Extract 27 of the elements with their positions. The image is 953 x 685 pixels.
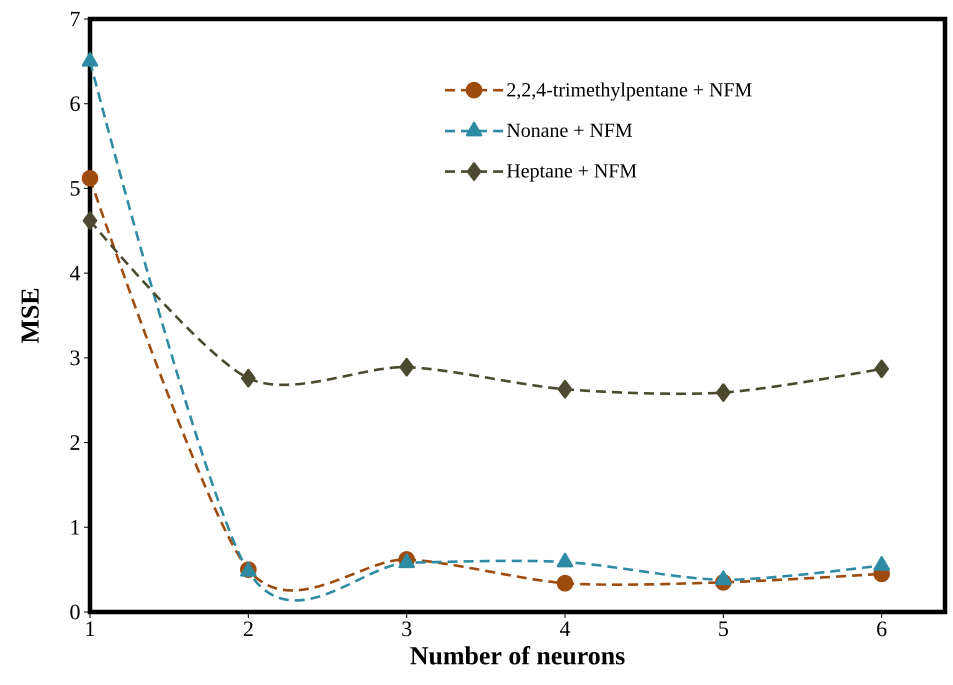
point <box>241 368 256 388</box>
x-tick-label: 5 <box>719 622 728 636</box>
y-tick-label: 1 <box>71 520 80 535</box>
y-axis-title: MSE <box>21 288 39 344</box>
y-tick-label: 5 <box>70 181 80 196</box>
legend-label: 2,2,4-trimethylpentane + NFM <box>507 82 752 101</box>
y-tick-label: 3 <box>70 350 80 366</box>
x-tick-label: 6 <box>877 622 887 636</box>
legend-label: Heptane + NFM <box>506 164 636 182</box>
y-tick-label: 2 <box>70 435 80 450</box>
x-tick-label: 4 <box>560 622 570 636</box>
y-tick-label: 7 <box>70 12 80 26</box>
y-tick-label: 6 <box>70 96 80 112</box>
point <box>716 383 731 402</box>
point <box>82 211 98 230</box>
point <box>556 574 574 592</box>
x-axis-title: Number of neurons <box>410 646 625 665</box>
point <box>874 360 889 378</box>
point <box>558 380 572 399</box>
point <box>399 358 414 376</box>
x-tick-label: 1 <box>86 622 94 636</box>
x-tick-label: 3 <box>402 622 412 636</box>
y-tick-label: 4 <box>70 266 80 280</box>
point <box>82 170 98 187</box>
x-tick-label: 2 <box>244 622 253 636</box>
y-tick-label: 0 <box>70 604 80 620</box>
legend-label: Nonane + NFM <box>506 124 632 138</box>
